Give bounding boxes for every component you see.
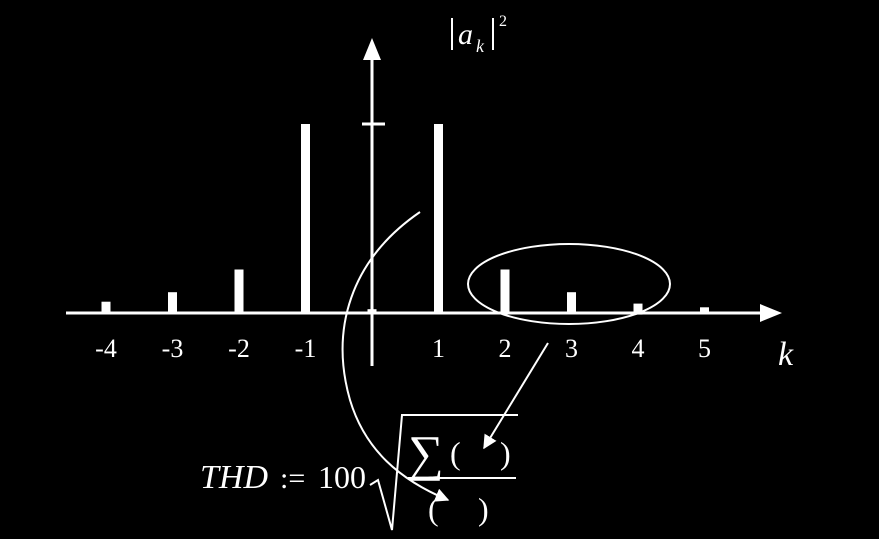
- tick-label: 3: [565, 334, 578, 363]
- thd-assign: :=: [280, 462, 305, 495]
- x-axis-arrow-icon: [760, 304, 782, 322]
- y-label-sub: k: [476, 36, 485, 56]
- x-axis-label: k: [778, 336, 794, 373]
- bar-k--2: [234, 269, 244, 315]
- tick-label: -1: [295, 334, 317, 363]
- numerator-paren-open: (: [450, 435, 461, 471]
- tick-label: 2: [499, 334, 512, 363]
- bar-k-0: [367, 309, 377, 315]
- harmonics-arrow: [483, 342, 549, 450]
- thd-label: THD: [200, 459, 268, 496]
- tick-label: 4: [632, 334, 645, 363]
- bars-group: [101, 124, 709, 315]
- bar-k-4: [633, 303, 643, 315]
- numerator-paren-close: ): [500, 435, 511, 471]
- tick-label: -3: [162, 334, 184, 363]
- tick-label: -4: [95, 334, 117, 363]
- bar-k--3: [168, 292, 177, 315]
- y-axis-label: a k 2: [451, 13, 507, 56]
- sum-sigma: ∑: [408, 425, 444, 481]
- denominator-paren-close: ): [478, 491, 489, 527]
- y-axis-arrow-icon: [363, 38, 381, 60]
- bar-k-2: [500, 269, 510, 315]
- harmonics-highlight-ellipse: [467, 243, 671, 325]
- bar-k-5: [700, 307, 709, 315]
- bar-k--4: [101, 301, 111, 315]
- denominator-paren-open: (: [428, 491, 439, 527]
- bar-k-3: [567, 292, 576, 315]
- tick-label: 1: [432, 334, 445, 363]
- tick-label: -2: [228, 334, 250, 363]
- bar-k-1: [434, 124, 443, 315]
- thd-factor: 100: [318, 459, 366, 495]
- tick-labels-group: -4 -3 -2 -1 1 2 3 4 5: [95, 334, 711, 363]
- y-label-sup: 2: [499, 13, 507, 30]
- y-label-base: a: [458, 18, 473, 51]
- fundamental-curve-arrow: [341, 211, 450, 502]
- thd-formula: THD := 100 ∑ ( ) ( ): [200, 414, 518, 531]
- tick-label: 5: [698, 334, 711, 363]
- bar-k--1: [301, 124, 310, 315]
- sqrt-radical: [369, 414, 518, 531]
